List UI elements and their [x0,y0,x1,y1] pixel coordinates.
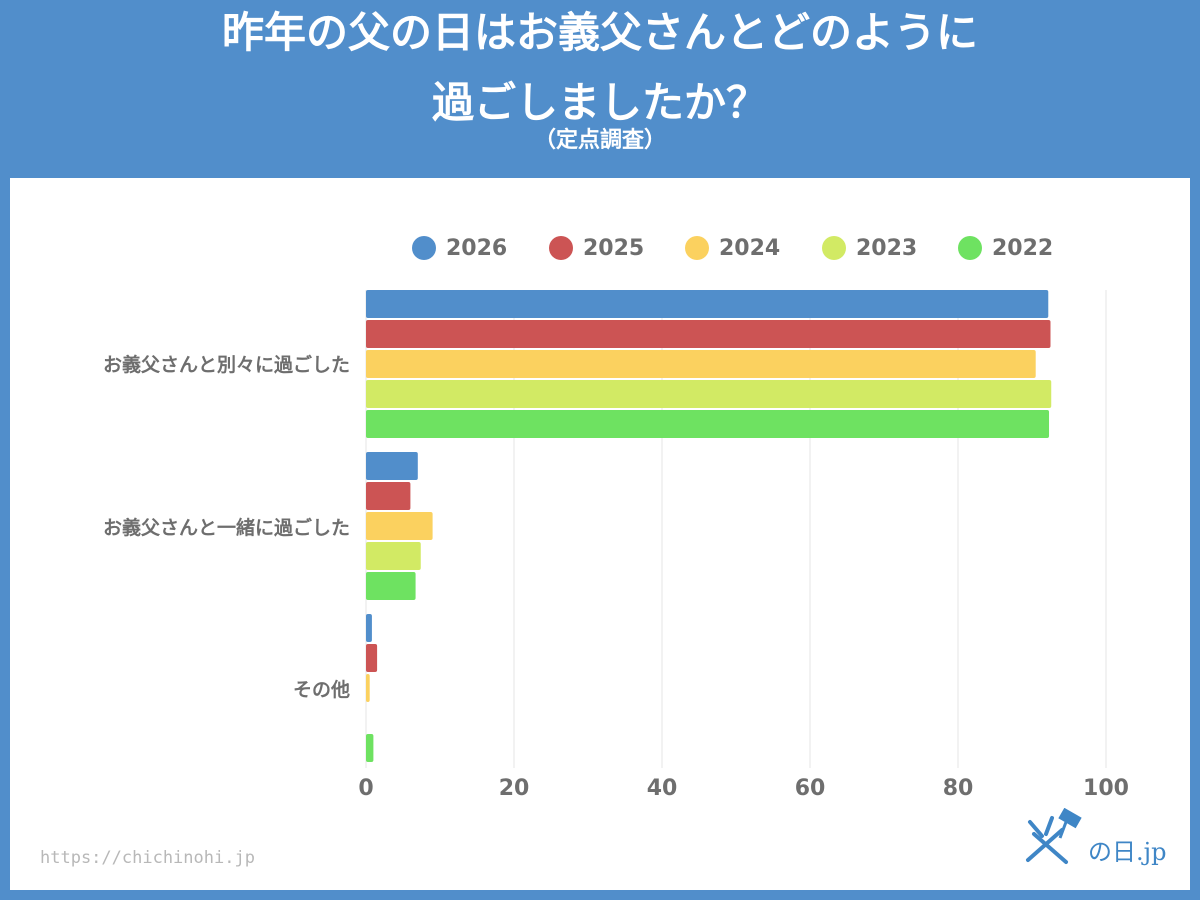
category-label-1: お義父さんと一緒に過ごした [102,517,350,539]
tick-label-20: 20 [498,776,530,801]
legend-swatch-2026 [412,236,436,260]
bar-2024-0 [366,350,1036,378]
legend-label-2026: 2026 [446,235,508,261]
father-kanji-hammer-icon [1026,808,1082,864]
bar-2022-2 [366,734,374,762]
legend-swatch-2025 [549,236,573,260]
chart-title-line2: 過ごしましたか？ [431,78,768,127]
bar-2025-2 [366,644,378,672]
tick-label-40: 40 [646,776,678,801]
legend-item-2026: 2026 [412,235,507,261]
legend-swatch-2023 [822,236,846,260]
bar-2024-1 [366,512,433,540]
bar-2024-2 [366,674,370,702]
brand-text: の日.jp [1088,838,1167,866]
brand-logo: の日.jp [1020,808,1170,868]
legend-label-2025: 2025 [583,235,645,261]
tick-label-80: 80 [942,776,974,801]
bar-2026-0 [366,290,1049,318]
tick-label-100: 100 [1083,776,1129,801]
legend-item-2025: 2025 [549,235,644,261]
legend-item-2023: 2023 [822,235,917,261]
bar-2026-2 [366,614,372,642]
chart-title-line1: 昨年の父の日はお義父さんとどのように [221,8,978,57]
legend-item-2024: 2024 [685,235,780,261]
bar-2026-1 [366,452,418,480]
bar-2025-1 [366,482,411,510]
bar-2022-1 [366,572,416,600]
bar-2023-1 [366,542,421,570]
bar-2023-0 [366,380,1052,408]
header: 昨年の父の日はお義父さんとどのように 過ごしましたか？ （定点調査） [0,0,1200,178]
category-label-2: その他 [292,679,350,701]
legend-label-2024: 2024 [719,235,781,261]
chart-subtitle: （定点調査） [533,128,666,153]
legend-label-2023: 2023 [856,235,918,261]
legend-item-2022: 2022 [958,235,1053,261]
bar-2022-0 [366,410,1050,438]
category-label-0: お義父さんと別々に過ごした [102,354,350,376]
legend-swatch-2024 [685,236,709,260]
legend-label-2022: 2022 [992,235,1054,261]
site-url: https://chichinohi.jp [40,848,255,868]
tick-label-60: 60 [794,776,826,801]
bar-2025-0 [366,320,1051,348]
legend-swatch-2022 [958,236,982,260]
tick-label-0: 0 [358,776,374,801]
